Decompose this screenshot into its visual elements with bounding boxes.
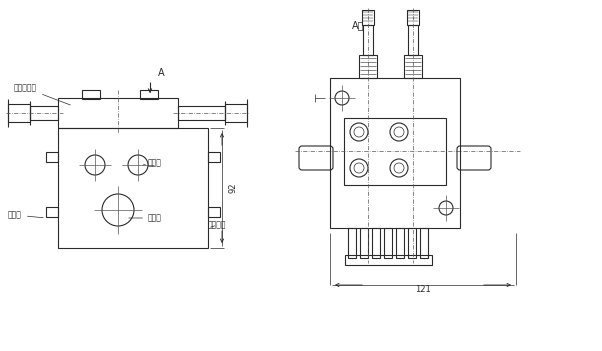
Bar — [372, 228, 380, 258]
Bar — [30, 106, 58, 120]
Text: 进油口: 进油口 — [143, 159, 162, 167]
Bar — [396, 228, 404, 258]
Bar — [408, 25, 418, 55]
Bar — [408, 228, 416, 258]
Text: 油气出口: 油气出口 — [208, 220, 226, 230]
Bar — [344, 118, 446, 185]
Bar — [404, 55, 422, 78]
Bar — [359, 55, 377, 78]
Bar — [384, 228, 392, 258]
Text: 92: 92 — [228, 183, 237, 193]
Text: 双线分配器: 双线分配器 — [14, 84, 70, 105]
Bar — [330, 78, 460, 228]
Bar — [345, 255, 432, 265]
Bar — [82, 90, 100, 99]
Bar — [8, 104, 30, 122]
Bar — [140, 90, 158, 99]
Bar — [208, 207, 220, 217]
Bar — [348, 228, 356, 258]
Bar — [360, 228, 368, 258]
Bar — [208, 152, 220, 162]
Text: 进气口: 进气口 — [129, 213, 162, 223]
Text: 121: 121 — [415, 285, 431, 294]
Bar — [225, 104, 247, 122]
Bar — [46, 152, 58, 162]
Bar — [362, 10, 374, 25]
Bar — [46, 207, 58, 217]
Bar — [58, 98, 178, 128]
Bar — [58, 128, 208, 248]
Bar — [420, 228, 428, 258]
Bar — [178, 106, 225, 120]
Text: A向: A向 — [352, 20, 364, 30]
Bar — [407, 10, 419, 25]
Bar — [363, 25, 373, 55]
Text: 混合块: 混合块 — [8, 211, 43, 219]
Text: A: A — [158, 68, 164, 78]
